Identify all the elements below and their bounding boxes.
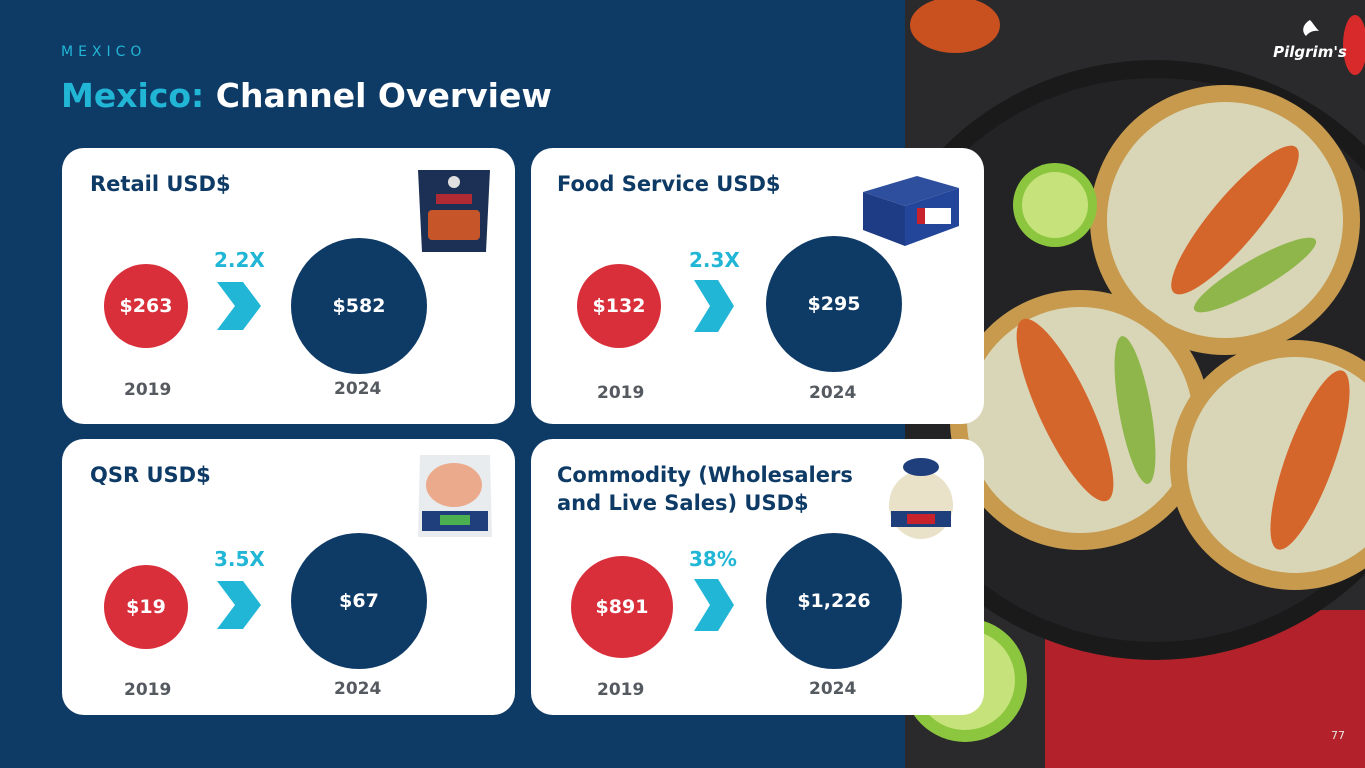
year-end: 2024 <box>809 383 857 403</box>
card-title: QSR USD$ <box>90 463 211 487</box>
value-2019-bubble: $263 <box>104 264 188 348</box>
chevron-right-icon <box>217 282 261 330</box>
retail-card: Retail USD$ $263 2.2X $582 2019 2024 <box>62 148 515 424</box>
chevron-right-icon <box>694 579 734 631</box>
growth-multiple: 3.5X <box>214 547 265 571</box>
page-title: Mexico: Channel Overview <box>61 76 552 115</box>
growth-multiple: 2.2X <box>214 248 265 272</box>
value-2019-bubble: $132 <box>577 264 661 348</box>
year-start: 2019 <box>597 680 645 700</box>
logo-text: Pilgrim's <box>1273 43 1347 61</box>
whole-chicken-icon <box>885 455 957 545</box>
qsr-card: QSR USD$ $19 3.5X $67 2019 2024 <box>62 439 515 715</box>
value-2024-bubble: $1,226 <box>766 533 902 669</box>
year-start: 2019 <box>124 380 172 400</box>
value-2024-bubble: $582 <box>291 238 427 374</box>
section-eyebrow: MEXICO <box>61 44 147 60</box>
year-end: 2024 <box>809 679 857 699</box>
value-2024-bubble: $67 <box>291 533 427 669</box>
commodity-card: Commodity (Wholesalers and Live Sales) U… <box>531 439 984 715</box>
title-rest: Channel Overview <box>215 76 552 115</box>
year-end: 2024 <box>334 379 382 399</box>
card-title: Food Service USD$ <box>557 172 781 196</box>
chevron-right-icon <box>217 581 261 629</box>
value-2019-bubble: $891 <box>571 556 673 658</box>
chevron-right-icon <box>694 280 734 332</box>
value-2024-bubble: $295 <box>766 236 902 372</box>
food-photo <box>905 0 1365 768</box>
food-service-card: Food Service USD$ $132 2.3X $295 2019 20… <box>531 148 984 424</box>
year-start: 2019 <box>124 680 172 700</box>
food-service-box-icon <box>861 162 961 252</box>
pilgrims-logo: Pilgrim's <box>1270 18 1350 70</box>
growth-multiple: 38% <box>689 547 737 571</box>
title-accent: Mexico: <box>61 76 205 115</box>
raw-chicken-bag-icon <box>414 451 496 545</box>
tacos-photo-illustration <box>905 0 1365 768</box>
frozen-wings-bag-icon <box>414 164 494 262</box>
value-2019-bubble: $19 <box>104 565 188 649</box>
card-title-line1: Commodity (Wholesalers <box>557 463 853 487</box>
card-title: Commodity (Wholesalers and Live Sales) U… <box>557 461 853 517</box>
growth-multiple: 2.3X <box>689 248 740 272</box>
card-title-line2: and Live Sales) USD$ <box>557 491 809 515</box>
year-end: 2024 <box>334 679 382 699</box>
page-number: 77 <box>1331 729 1345 742</box>
year-start: 2019 <box>597 383 645 403</box>
card-title: Retail USD$ <box>90 172 231 196</box>
